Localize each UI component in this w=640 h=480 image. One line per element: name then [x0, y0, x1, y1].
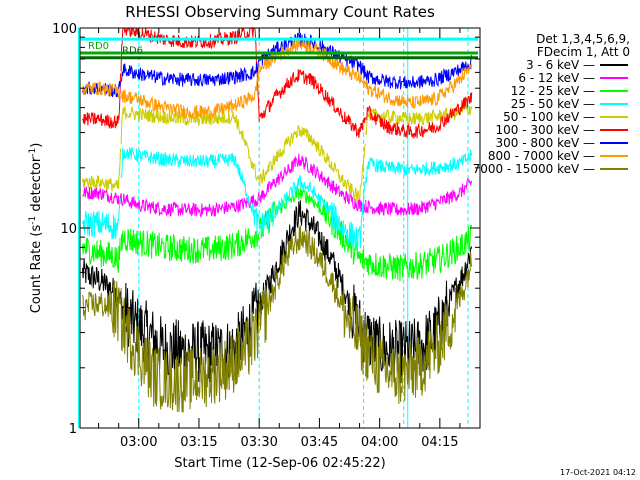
series-line — [82, 186, 473, 282]
y-tick-label: 10 — [60, 222, 77, 237]
y-axis-label-main: Count Rate (s — [29, 225, 44, 314]
y-axis-label-mid: detector — [29, 156, 44, 216]
legend-entry-label: 50 - 100 keV — — [503, 110, 595, 124]
legend-entry-label: 7000 - 15000 keV — — [473, 162, 595, 176]
y-tick-label: 100 — [52, 22, 77, 37]
flag-label: RD0 — [88, 41, 109, 52]
legend-entry-label: 100 - 300 keV — — [495, 123, 595, 137]
tick-layer: 1 10 100 03:00 03:15 03:30 03:45 04:00 04:15 — [52, 22, 481, 450]
series-line — [82, 146, 473, 252]
series-layer: RD0 RD6 N — [80, 26, 478, 413]
x-axis-label: Start Time (12-Sep-06 02:45:22) — [174, 456, 385, 471]
series-line — [82, 26, 473, 139]
series-line — [82, 32, 473, 98]
legend-entry-label: 6 - 12 keV — — [518, 71, 595, 85]
x-tick-label: 03:00 — [120, 435, 157, 450]
chart-title: RHESSI Observing Summary Count Rates — [125, 3, 435, 21]
series-line — [82, 153, 473, 218]
footer-timestamp: 17-Oct-2021 04:12 — [560, 468, 636, 477]
x-tick-label: 03:45 — [301, 435, 338, 450]
flag-label: N — [150, 34, 157, 45]
legend-entry-label: 12 - 25 keV — — [511, 84, 595, 98]
series-line — [82, 37, 473, 121]
x-tick-label: 03:30 — [240, 435, 277, 450]
legend-header-line1: Det 1,3,4,5,6,9, — [536, 32, 630, 46]
y-axis-label-sup2: -1 — [28, 148, 38, 157]
legend: 3 - 6 keV —6 - 12 keV —12 - 25 keV —25 -… — [473, 58, 628, 176]
y-tick-label: 1 — [69, 422, 77, 437]
flag-label: RD6 — [122, 46, 143, 57]
legend-header-line2: FDecim 1, Att 0 — [537, 45, 630, 59]
series-line — [82, 225, 473, 413]
legend-entry-label: 300 - 800 keV — — [495, 136, 595, 150]
x-tick-label: 03:15 — [180, 435, 217, 450]
x-tick-label: 04:00 — [361, 435, 398, 450]
legend-entry-label: 800 - 7000 keV — — [488, 149, 595, 163]
y-axis-label: Count Rate (s-1 detector-1) — [28, 143, 44, 314]
y-axis-label-sup1: -1 — [28, 216, 38, 225]
y-axis-label-end: ) — [29, 143, 44, 148]
legend-entry-label: 3 - 6 keV — — [526, 58, 595, 72]
legend-entry-label: 25 - 50 keV — — [511, 97, 595, 111]
x-tick-label: 04:15 — [421, 435, 458, 450]
series-line — [82, 200, 473, 384]
